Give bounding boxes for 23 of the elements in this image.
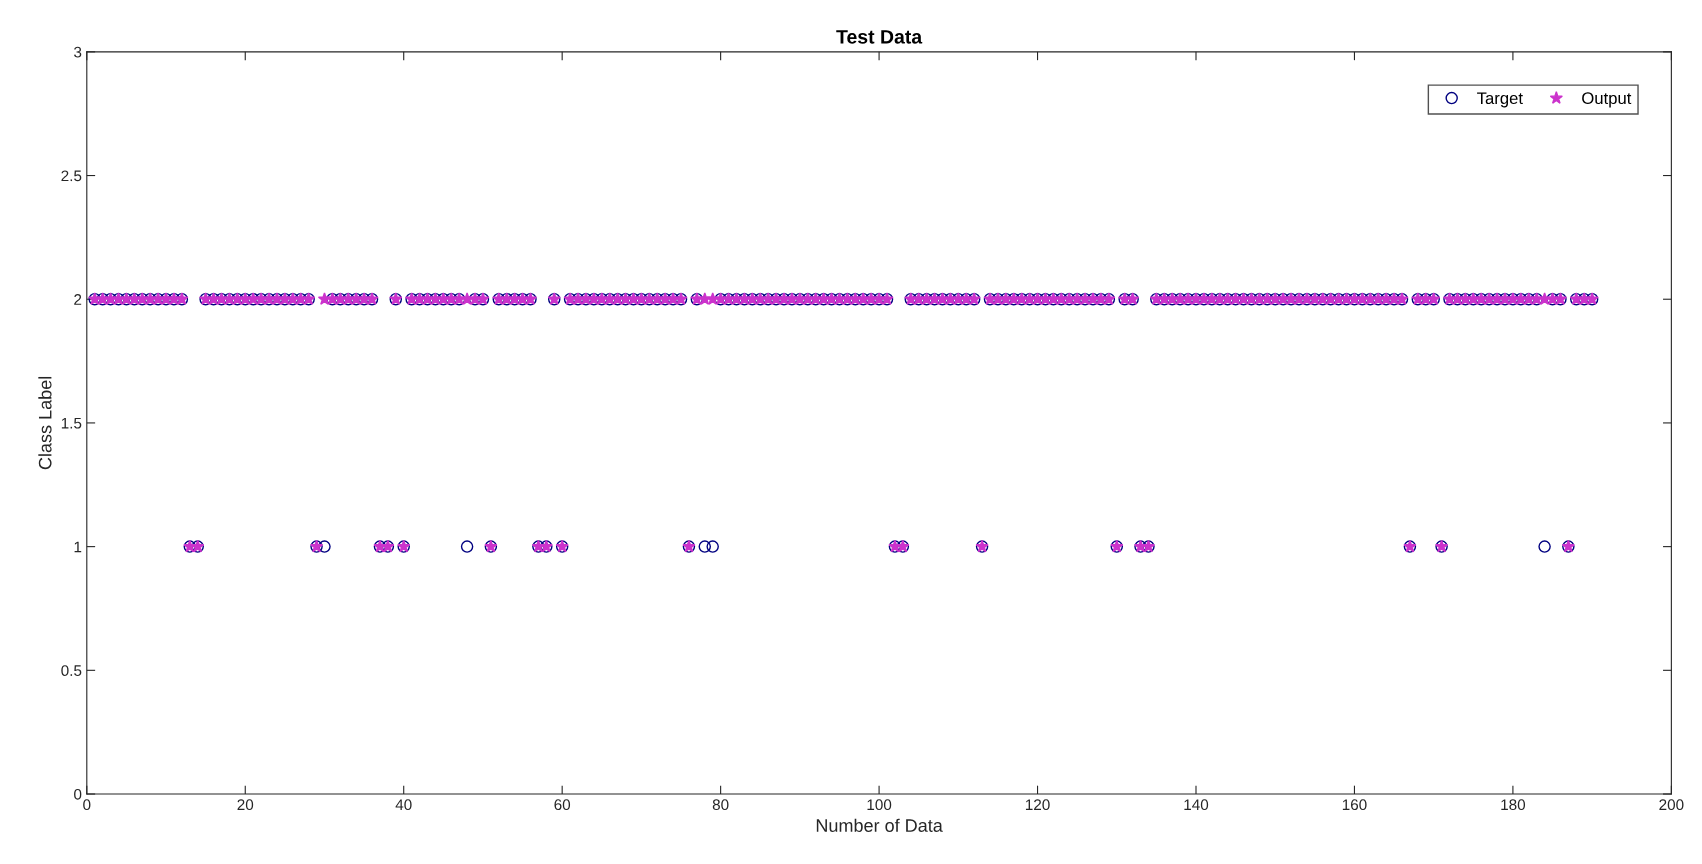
x-tick-label: 100 bbox=[867, 799, 892, 811]
x-tick-label: 140 bbox=[1184, 799, 1209, 811]
x-tick-label: 40 bbox=[395, 799, 412, 811]
y-axis-title: Class Label bbox=[38, 376, 52, 470]
y-tick-label: 2 bbox=[74, 294, 82, 305]
x-tick-label: 200 bbox=[1659, 799, 1684, 811]
y-tick-label: 0 bbox=[74, 788, 82, 800]
legend-label: Target bbox=[1477, 92, 1523, 108]
y-tick-label: 3 bbox=[74, 46, 82, 58]
x-tick-label: 20 bbox=[237, 799, 254, 811]
y-tick-label: 1 bbox=[74, 541, 82, 553]
chart-title: Test Data bbox=[836, 30, 923, 44]
x-tick-label: 80 bbox=[712, 799, 729, 811]
x-tick-label: 160 bbox=[1342, 799, 1367, 811]
y-tick-label: 0.5 bbox=[61, 665, 82, 677]
legend-label: Output bbox=[1582, 92, 1632, 108]
x-tick-label: 180 bbox=[1501, 799, 1526, 811]
y-tick-label: 2.5 bbox=[61, 170, 82, 182]
x-tick-label: 120 bbox=[1025, 799, 1050, 811]
x-axis-title: Number of Data bbox=[816, 818, 943, 832]
x-tick-label: 0 bbox=[83, 799, 91, 811]
y-tick-label: 1.5 bbox=[61, 417, 82, 429]
x-tick-label: 60 bbox=[554, 799, 571, 811]
